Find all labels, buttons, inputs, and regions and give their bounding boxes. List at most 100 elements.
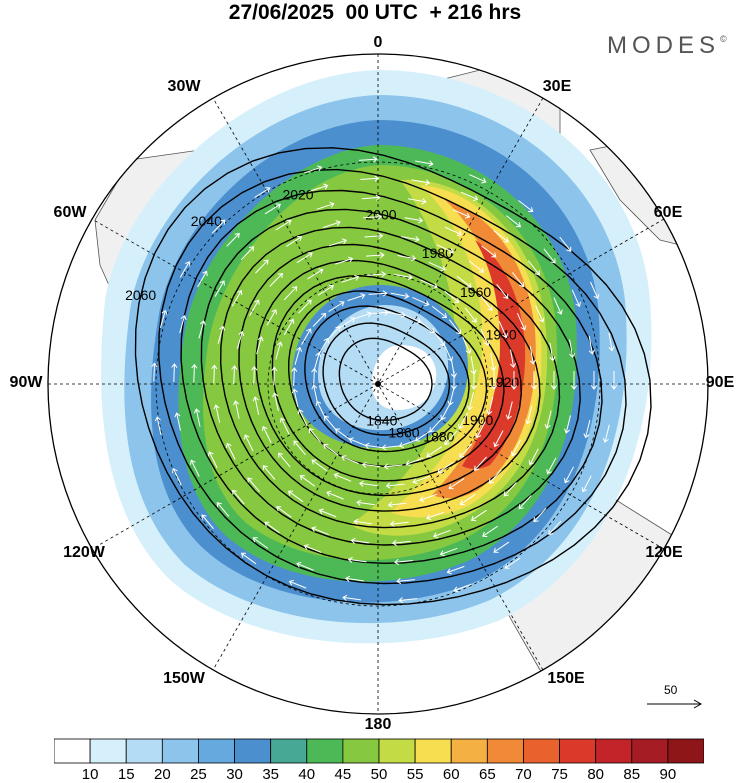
- wind-vector: [437, 462, 454, 474]
- color-scale-tick: 15: [117, 766, 135, 783]
- contour-line: [322, 322, 451, 436]
- wind-vector: [271, 366, 278, 386]
- wind-vector: [448, 477, 465, 490]
- wind-vector: [275, 219, 292, 231]
- wind-vectors: [151, 156, 618, 604]
- wind-vector: [446, 565, 465, 575]
- wind-vector: [361, 194, 381, 201]
- wind-vector: [358, 156, 378, 163]
- contour-line: [238, 243, 541, 512]
- wind-vector: [179, 315, 187, 334]
- wind-vector: [396, 578, 415, 585]
- wind-vector: [322, 220, 341, 229]
- wind-vector: [159, 309, 168, 328]
- color-scale-bar: [54, 738, 704, 764]
- wind-vector: [266, 309, 277, 326]
- color-scale-tick: 70: [515, 766, 532, 783]
- wind-vector: [474, 456, 487, 471]
- color-scale-swatch: [270, 738, 308, 764]
- polar-vortex-center: [371, 345, 437, 410]
- wind-vector: [342, 594, 361, 601]
- wind-vector: [303, 544, 322, 553]
- wind-vector: [468, 260, 485, 273]
- wind-vector: [412, 475, 431, 485]
- wind-vector: [287, 490, 304, 503]
- wind-vector: [398, 597, 418, 604]
- wind-scale-label: 50: [664, 683, 678, 697]
- wind-vector: [397, 255, 417, 262]
- wind-vector: [563, 415, 571, 434]
- wind-vector: [299, 475, 316, 487]
- longitude-label: 90W: [9, 374, 43, 391]
- wind-vector: [179, 261, 191, 278]
- wind-vector: [363, 213, 382, 220]
- wind-vector: [345, 575, 364, 582]
- wind-vector: [453, 583, 472, 593]
- longitude-label: 120E: [645, 544, 683, 561]
- wind-vector: [249, 299, 260, 317]
- wind-vector: [201, 514, 214, 530]
- color-scale-swatch: [450, 738, 488, 764]
- color-scale-swatch: [559, 738, 597, 764]
- wind-vector: [470, 356, 477, 375]
- wind-vector: [569, 339, 576, 359]
- wind-vector: [317, 284, 335, 296]
- contour-line: [158, 168, 627, 585]
- wind-vector: [240, 552, 257, 565]
- wind-vector: [550, 371, 558, 390]
- longitude-label: 60E: [653, 204, 683, 221]
- wind-vector: [408, 198, 427, 205]
- wind-vector: [323, 444, 339, 456]
- wind-vector: [294, 346, 303, 365]
- wind-vector: [389, 520, 409, 527]
- wind-vector: [341, 455, 359, 464]
- wind-vector: [529, 346, 536, 365]
- color-scale-swatch: [486, 738, 524, 764]
- wind-vector: [283, 318, 295, 336]
- contour-line: [200, 208, 581, 546]
- wind-vector: [171, 363, 178, 383]
- wind-vector: [347, 556, 367, 563]
- wind-scale-arrow: [647, 699, 703, 709]
- wind-vector: [308, 427, 322, 443]
- contour-label: 2000: [365, 206, 396, 222]
- wind-vector: [458, 412, 469, 430]
- polar-stereographic-map: 2060204020202000198019601940192019001880…: [47, 53, 709, 715]
- wind-vector: [291, 367, 298, 387]
- wind-vector: [214, 280, 225, 297]
- wind-vector: [452, 209, 471, 219]
- wind-vector: [505, 215, 522, 228]
- wind-vector: [356, 499, 375, 506]
- wind-vector: [264, 203, 282, 215]
- wind-vector: [247, 477, 260, 493]
- color-scale-swatch: [523, 738, 560, 764]
- color-scale-tick: 60: [442, 766, 460, 783]
- contour-line: [180, 189, 603, 565]
- wind-vector: [217, 325, 226, 344]
- wind-vector: [353, 518, 373, 525]
- color-scale-swatch: [89, 738, 127, 764]
- wind-vector: [365, 251, 385, 259]
- wind-vector: [272, 392, 279, 411]
- wind-vector: [193, 408, 201, 427]
- longitude-label: 150E: [547, 670, 585, 687]
- wind-vector: [486, 396, 494, 416]
- color-scale-tick: 20: [153, 766, 171, 783]
- color-scale-tick: 55: [406, 766, 424, 783]
- wind-vector: [254, 187, 271, 198]
- wind-vector: [412, 296, 430, 307]
- wind-vector: [296, 561, 314, 571]
- wind-vector: [262, 465, 276, 480]
- longitude-label: 0: [373, 34, 383, 51]
- wind-vector: [464, 307, 477, 323]
- wind-vector: [553, 297, 563, 315]
- color-scale-tick: 35: [262, 766, 279, 783]
- wind-vector: [590, 281, 600, 300]
- wind-vector: [367, 271, 387, 278]
- longitude-label: 60W: [53, 204, 87, 221]
- map-boundary: [47, 53, 709, 715]
- color-scale-tick: 30: [226, 766, 243, 783]
- wind-vector: [426, 511, 444, 521]
- wind-vector: [469, 174, 487, 184]
- wind-vector: [390, 292, 410, 299]
